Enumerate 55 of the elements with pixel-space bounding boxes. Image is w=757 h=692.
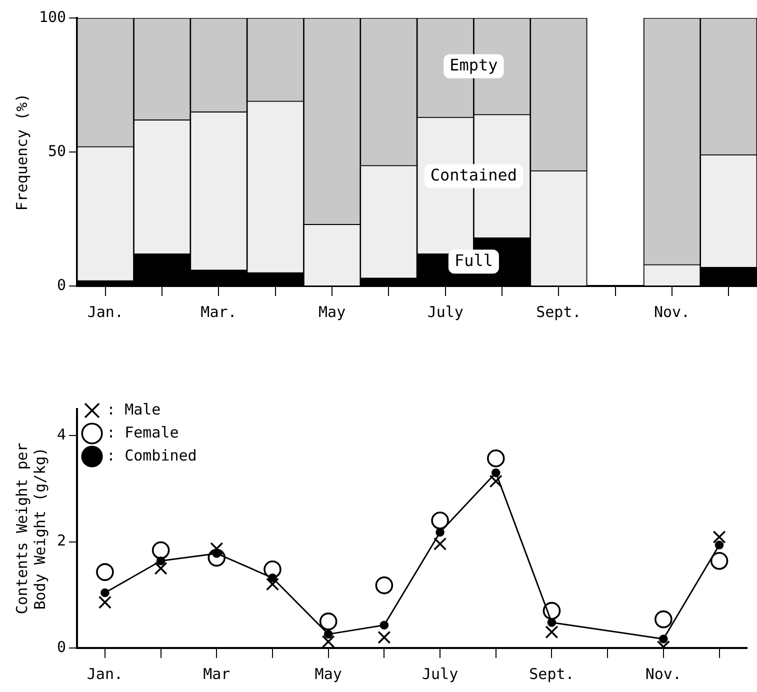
point [154, 562, 168, 575]
x-tick-label: Sept. [529, 664, 574, 683]
point [710, 552, 728, 570]
x-tick-label: Jan. [87, 302, 124, 321]
y-tick-label: 50 [48, 142, 66, 160]
point [712, 530, 726, 544]
x-tick-label: Mar [203, 664, 230, 683]
point [96, 563, 114, 581]
point [489, 474, 502, 488]
point [486, 449, 505, 468]
legend-label: : Male [106, 400, 161, 418]
y-tick-label: 0 [57, 638, 66, 656]
x-tick-label: July [422, 664, 458, 683]
series-label: Full [454, 250, 493, 270]
point [208, 548, 226, 567]
point [659, 634, 668, 644]
point [322, 635, 335, 648]
y-tick-label: 4 [57, 425, 66, 444]
x-tick-label: May [318, 302, 346, 321]
y-tick-label: 100 [39, 8, 66, 26]
point [436, 528, 444, 537]
point [542, 602, 561, 620]
y-tick-label: 0 [57, 276, 66, 294]
point [100, 588, 110, 598]
point [324, 630, 333, 639]
point [378, 630, 391, 644]
point [380, 620, 389, 630]
point [210, 542, 224, 556]
x-tick-label: Sept. [536, 302, 582, 321]
point [98, 596, 112, 609]
x-tick-label: Mar. [200, 302, 237, 321]
point [375, 576, 394, 594]
point [431, 512, 449, 530]
point [491, 468, 500, 478]
point [264, 560, 282, 578]
point [433, 537, 447, 550]
point [319, 612, 338, 630]
point [152, 541, 170, 560]
point [266, 578, 280, 591]
point [714, 540, 724, 550]
x-tick-label: Jan. [86, 664, 124, 683]
y-tick-label: 2 [57, 532, 66, 550]
series-label: Empty [450, 55, 498, 74]
legend-label: : Female [106, 423, 179, 442]
x-tick-label: Nov. [654, 302, 690, 321]
y-axis-title: Contents Weight per Body Weight (g/kg) [12, 442, 49, 614]
x-tick-label: May [314, 664, 342, 683]
y-axis-title: Frequency (%) [12, 93, 31, 211]
x-tick-label: July [427, 302, 464, 321]
point [654, 610, 672, 628]
x-tick-label: Nov. [645, 664, 682, 683]
point [545, 626, 558, 639]
series-label: Contained [430, 165, 518, 184]
point [547, 618, 556, 627]
legend-label: : Combined [106, 446, 197, 464]
